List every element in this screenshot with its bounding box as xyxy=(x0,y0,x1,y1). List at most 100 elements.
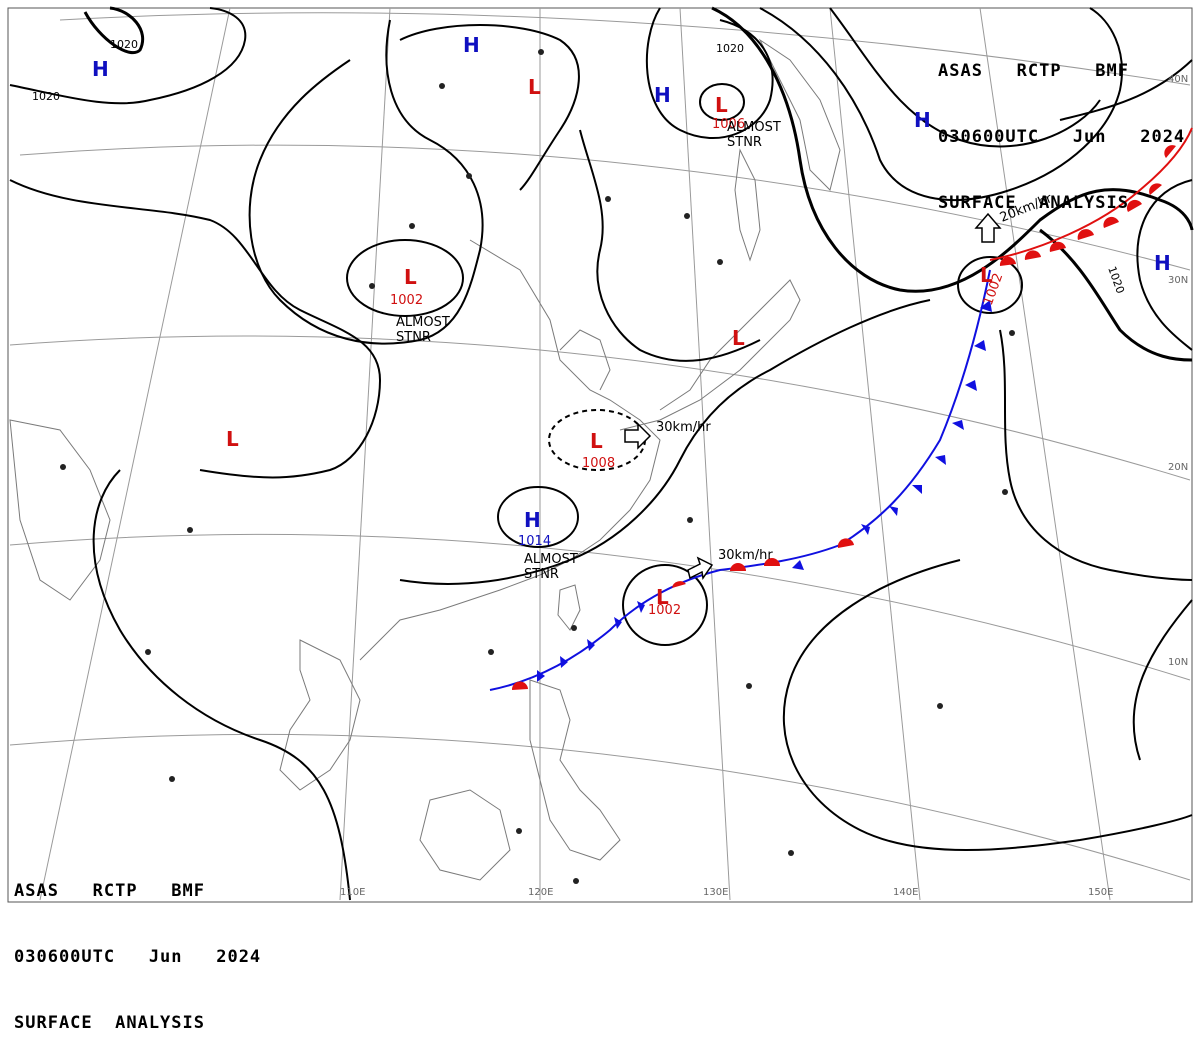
low-center-n: L xyxy=(528,75,541,99)
annotation-line: ALMOST xyxy=(524,552,578,567)
isobar-nw-outer xyxy=(9,7,247,105)
station-dot xyxy=(439,83,445,89)
header-bottom-datetime: 030600UTC Jun 2024 xyxy=(14,947,262,967)
almost-stnr-label-2: ALMOST STNR xyxy=(396,315,450,345)
graticule xyxy=(9,7,1191,901)
annotations: ALMOST STNR ALMOST STNR ALMOST STNR 20km/hr… xyxy=(396,120,1055,582)
low-center-1008: L xyxy=(590,429,603,453)
high-center-far-east: H xyxy=(1154,251,1171,275)
station-dot xyxy=(538,49,544,55)
warm-front-pacific-line xyxy=(989,127,1193,261)
fronts xyxy=(489,127,1193,691)
annotation-line: ALMOST xyxy=(727,120,781,135)
coast-korea xyxy=(559,329,611,391)
graticule-labels: 40N 30N 20N 10N 110E 120E 130E 140E 150E xyxy=(340,74,1188,898)
station-dot xyxy=(788,850,794,856)
station-dot xyxy=(145,649,151,655)
cold-front-line xyxy=(489,269,991,691)
lat-label-30n: 30N xyxy=(1168,275,1188,286)
high-center-n: H xyxy=(463,33,480,57)
isobar-low-1002-pacific xyxy=(957,256,1023,314)
isobar-label-1020-ne: 1020 xyxy=(716,42,744,55)
latitude-line-20n xyxy=(9,335,1191,481)
annotation-line: STNR xyxy=(727,135,762,150)
chart-header-bottom: ASAS RCTP BMF 030600UTC Jun 2024 SURFACE… xyxy=(14,836,261,1056)
station-dot xyxy=(684,213,690,219)
isobar-central xyxy=(579,129,761,362)
isobar-pacific-big xyxy=(782,559,1193,851)
surface-analysis-map: 1020 1020 1020 1020 xyxy=(7,6,1194,903)
low-value-1002-south: 1002 xyxy=(648,603,681,618)
station-dot xyxy=(937,703,943,709)
coast-indochina xyxy=(279,639,361,791)
lon-label-110e: 110E xyxy=(340,887,365,898)
coast-kamchatka xyxy=(758,38,841,191)
station-dot xyxy=(488,649,494,655)
high-value-1014: 1014 xyxy=(518,534,551,549)
station-dot xyxy=(573,878,579,884)
header-bottom-title: SURFACE ANALYSIS xyxy=(14,1013,205,1033)
map-frame xyxy=(7,7,1193,903)
motion-speed-1008: 30km/hr xyxy=(656,420,711,435)
station-dot xyxy=(1002,489,1008,495)
coastlines xyxy=(9,38,841,881)
coast-japan xyxy=(619,279,801,431)
header-top-product: ASAS RCTP BMF xyxy=(938,61,1129,81)
isobar-label-1020-nw-b: 1020 xyxy=(32,90,60,103)
station-dot xyxy=(687,517,693,523)
lat-label-40n: 40N xyxy=(1168,74,1188,85)
low-center-1002-pacific: L xyxy=(980,263,993,287)
motion-arrow-pacific xyxy=(974,212,1002,243)
isobar-pacific-1020 xyxy=(711,6,1194,293)
station-dot xyxy=(717,259,723,265)
coast-china xyxy=(359,239,661,661)
station-dot xyxy=(169,776,175,782)
high-center-nw: H xyxy=(92,57,109,81)
isobar-west-loop xyxy=(248,19,484,345)
lon-label-150e: 150E xyxy=(1088,887,1113,898)
coast-india xyxy=(9,419,111,601)
coast-borneo xyxy=(419,789,511,881)
isobar-sw-trough xyxy=(92,469,351,901)
isobar-far-east xyxy=(1136,179,1193,351)
low-value-1002-west: 1002 xyxy=(390,293,423,308)
warm-front-pacific-scallops xyxy=(999,145,1176,266)
header-bottom-product: ASAS RCTP BMF xyxy=(14,881,205,901)
stationary-front-red-scallops xyxy=(511,538,854,690)
isobar-label-1020-nw-a: 1020 xyxy=(110,38,138,51)
station-dot xyxy=(466,173,472,179)
motion-arrow-1008 xyxy=(624,422,652,450)
longitude-line-150e xyxy=(979,7,1111,901)
low-center-1006: L xyxy=(715,93,728,117)
isobar-low-1006 xyxy=(699,83,745,121)
isobar-west-big xyxy=(9,179,382,479)
isobars xyxy=(9,6,1194,901)
isobar-pacific-outer xyxy=(759,7,1123,201)
lat-label-20n: 20N xyxy=(1168,462,1188,473)
lat-label-10n: 10N xyxy=(1168,657,1188,668)
isobar-high-1014 xyxy=(497,486,579,548)
coast-philippines xyxy=(529,679,621,861)
longitude-line-140e xyxy=(829,7,921,901)
motion-speed-south: 30km/hr xyxy=(718,548,773,563)
lon-label-140e: 140E xyxy=(893,887,918,898)
header-top-title: SURFACE ANALYSIS xyxy=(938,193,1129,213)
station-dot xyxy=(746,683,752,689)
chart-header-top: ASAS RCTP BMF 030600UTC Jun 2024 SURFACE… xyxy=(938,16,1185,236)
station-dot xyxy=(516,828,522,834)
annotation-line: STNR xyxy=(524,567,559,582)
motion-arrow-south xyxy=(687,556,714,580)
lon-label-130e: 130E xyxy=(703,887,728,898)
annotation-line: STNR xyxy=(396,330,431,345)
high-center-ne: H xyxy=(914,108,931,132)
isobar-north-loop xyxy=(399,24,580,191)
low-center-1002-west: L xyxy=(404,265,417,289)
high-center-1014: H xyxy=(524,508,541,532)
isobar-east-ridge xyxy=(1059,59,1193,121)
coast-taiwan xyxy=(557,584,581,631)
station-dot xyxy=(1009,330,1015,336)
annotation-line: ALMOST xyxy=(396,315,450,330)
latitude-line-10n xyxy=(9,533,1191,681)
isobar-ne-1020 xyxy=(645,7,774,139)
low-value-1008: 1008 xyxy=(582,456,615,471)
